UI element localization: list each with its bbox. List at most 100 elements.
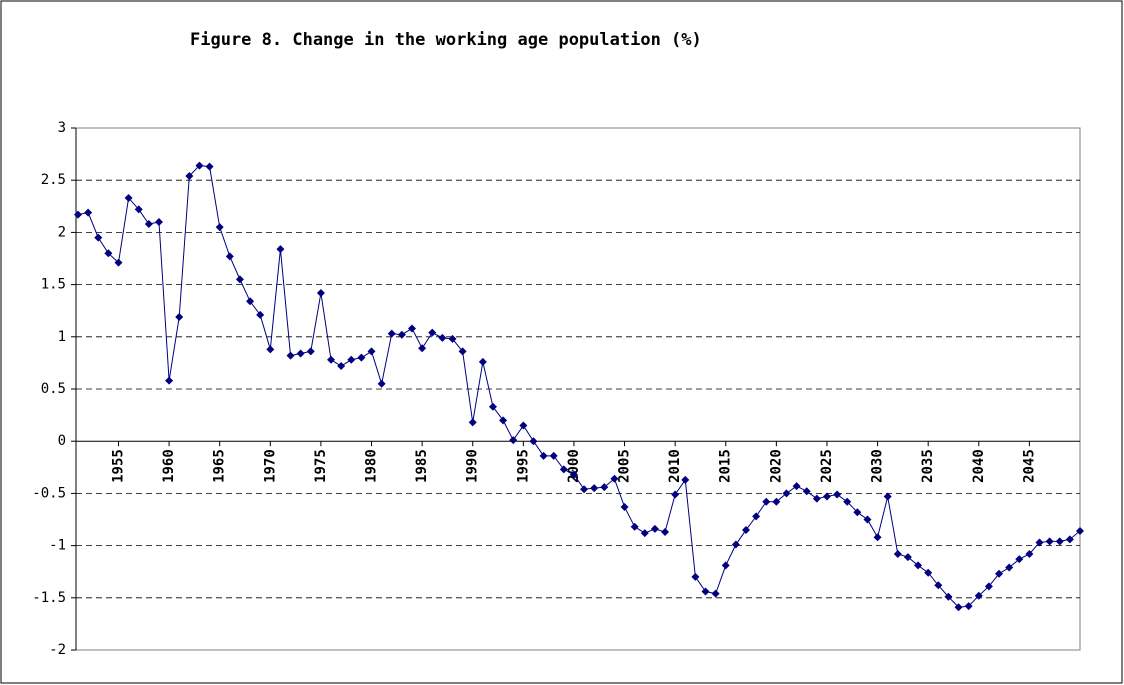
x-tick-label: 2035: [920, 449, 936, 483]
data-point: [1055, 537, 1064, 546]
y-tick-label: 3: [58, 120, 66, 136]
data-point: [549, 451, 558, 460]
data-point: [499, 416, 508, 425]
data-point: [772, 497, 781, 506]
series-line: [77, 165, 1081, 608]
data-point: [84, 208, 93, 217]
data-point: [569, 470, 578, 479]
data-point: [225, 252, 234, 261]
data-point: [114, 258, 123, 267]
y-tick-label: -1.5: [32, 590, 66, 606]
x-tick-label: 2000: [566, 449, 582, 483]
data-point: [387, 329, 396, 338]
data-point: [701, 587, 710, 596]
data-point: [235, 275, 244, 284]
data-point: [124, 193, 133, 202]
data-point: [671, 490, 680, 499]
data-point: [509, 436, 518, 445]
data-point: [984, 582, 993, 591]
data-point: [408, 324, 416, 333]
data-point: [650, 524, 659, 533]
x-tick-label: 1990: [465, 449, 481, 483]
data-point: [1035, 538, 1044, 547]
data-point: [276, 245, 285, 254]
data-point: [742, 525, 750, 534]
x-tick-label: 1955: [110, 449, 126, 483]
data-point: [620, 502, 629, 511]
data-point: [438, 333, 447, 342]
data-point: [610, 474, 619, 483]
data-point: [134, 205, 143, 214]
x-tick-label: 2015: [718, 449, 734, 483]
data-point: [347, 355, 356, 364]
data-point: [377, 379, 386, 388]
x-tick-label: 1965: [212, 449, 228, 483]
data-point: [903, 553, 912, 562]
x-tick-label: 1985: [414, 449, 430, 483]
y-tick-label: -2: [49, 642, 66, 658]
data-point: [640, 529, 649, 538]
y-tick-label: 2: [58, 224, 66, 240]
data-point: [752, 512, 761, 521]
data-point: [448, 334, 457, 343]
data-point: [802, 487, 811, 496]
data-point: [286, 351, 295, 360]
data-point: [428, 328, 437, 337]
x-tick-label: 2030: [870, 449, 886, 483]
data-point: [681, 475, 690, 484]
data-point: [478, 357, 487, 366]
data-point: [94, 233, 103, 242]
data-point: [995, 569, 1004, 578]
data-point: [661, 528, 670, 537]
x-tick-label: 2005: [617, 449, 633, 483]
data-point: [256, 310, 265, 319]
data-point: [296, 349, 305, 358]
data-point: [630, 522, 639, 531]
data-point: [944, 592, 953, 601]
data-point: [1005, 563, 1014, 572]
data-point: [711, 589, 720, 598]
data-point: [539, 451, 548, 460]
data-point: [175, 312, 184, 321]
data-point: [316, 288, 325, 297]
y-tick-label: 1.5: [41, 277, 66, 293]
x-tick-label: 1980: [364, 449, 380, 483]
data-point: [853, 508, 862, 517]
data-point: [468, 418, 477, 427]
data-point: [600, 483, 609, 492]
data-point: [822, 492, 831, 501]
x-tick-label: 2045: [1021, 449, 1037, 483]
data-point: [843, 497, 852, 506]
data-point: [337, 362, 346, 371]
chart-title: Figure 8. Change in the working age popu…: [190, 30, 702, 50]
data-point: [964, 602, 973, 611]
data-point: [792, 482, 801, 491]
data-point: [195, 161, 204, 170]
data-point: [306, 347, 315, 356]
x-tick-label: 2025: [819, 449, 835, 483]
data-point: [691, 572, 700, 581]
data-point: [1076, 526, 1084, 535]
data-point: [185, 172, 194, 181]
data-point: [519, 421, 528, 430]
data-point: [721, 561, 730, 570]
x-tick-label: 2010: [667, 449, 683, 483]
data-point: [1025, 549, 1034, 558]
data-point: [924, 568, 933, 577]
data-point: [266, 345, 275, 354]
data-point: [367, 347, 376, 356]
y-tick-label: -0.5: [32, 485, 66, 501]
x-tick-label: 1975: [313, 449, 329, 483]
x-tick-label: 1970: [262, 449, 278, 483]
data-point: [488, 402, 497, 411]
data-point: [782, 489, 791, 498]
data-point: [934, 581, 943, 590]
data-point: [357, 353, 366, 362]
data-point: [883, 492, 892, 501]
data-point: [954, 603, 963, 612]
data-point: [731, 540, 740, 549]
data-point: [873, 533, 882, 542]
data-point: [154, 217, 163, 226]
data-point: [327, 355, 336, 364]
